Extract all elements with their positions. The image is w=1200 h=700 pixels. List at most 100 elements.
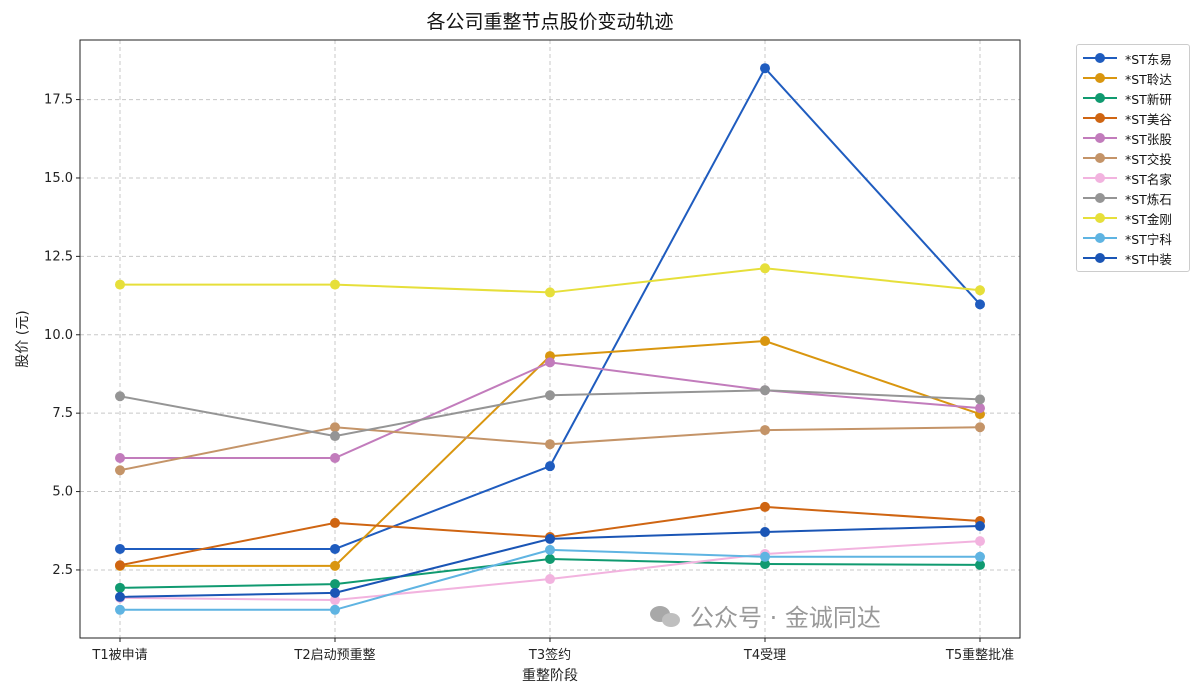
data-point [330,279,340,290]
data-point [115,465,125,476]
series-2 [115,553,985,593]
legend-item: *ST名家 [1077,168,1189,188]
x-tick-label: T5重整批准 [945,647,1014,663]
legend-swatch [1083,192,1117,204]
data-point [330,587,340,598]
legend-item: *ST美谷 [1077,108,1189,128]
data-point [330,517,340,528]
data-point [330,453,340,464]
legend-label: *ST宁科 [1125,231,1172,247]
legend-item: *ST金刚 [1077,208,1189,228]
watermark: 公众号 · 金诚同达 [650,598,881,633]
legend-item: *ST聆达 [1077,68,1189,88]
legend-item: *ST炼石 [1077,188,1189,208]
series-8 [115,263,985,298]
data-point [760,558,770,569]
data-point [545,553,555,564]
data-point [760,336,770,347]
data-point [975,285,985,296]
legend-item: *ST交投 [1077,148,1189,168]
legend-label: *ST美谷 [1125,111,1172,127]
data-point [760,63,770,74]
data-point [760,385,770,396]
legend-swatch [1083,112,1117,124]
data-point [115,543,125,554]
data-point [545,439,555,450]
legend-item: *ST东易 [1077,48,1189,68]
grid [80,40,1020,638]
data-point [545,533,555,544]
legend-label: *ST金刚 [1125,211,1172,227]
legend-swatch [1083,172,1117,184]
x-tick-label: T2启动预重整 [293,647,375,663]
data-point [330,543,340,554]
legend-swatch [1083,212,1117,224]
legend-label: *ST聆达 [1125,71,1172,87]
legend-swatch [1083,52,1117,64]
y-axis-label: 股价 (元) [15,310,31,367]
legend-item: *ST新研 [1077,88,1189,108]
legend-label: *ST新研 [1125,91,1172,107]
data-point [760,501,770,512]
legend: *ST东易 *ST聆达 *ST新研 *ST美谷 *ST张股 *ST交投 *ST名家 *ST炼石… [1076,44,1190,272]
y-tick-label: 10.0 [44,328,73,343]
y-tick-label: 12.5 [44,249,73,264]
legend-label: *ST东易 [1125,51,1172,67]
series-5 [115,422,985,476]
data-point [760,263,770,274]
data-point [330,431,340,442]
series-0 [115,63,985,554]
data-point [115,560,125,571]
y-tick-label: 7.5 [52,406,73,421]
legend-label: *ST中装 [1125,251,1172,267]
data-point [545,574,555,585]
legend-item: *ST张股 [1077,128,1189,148]
data-point [760,551,770,562]
legend-swatch [1083,132,1117,144]
y-tick-label: 15.0 [44,171,73,186]
data-point [330,560,340,571]
data-point [975,299,985,310]
legend-item: *ST中装 [1077,248,1189,268]
legend-swatch [1083,232,1117,244]
data-point [330,422,340,433]
data-point [115,453,125,464]
legend-swatch [1083,92,1117,104]
data-point [975,521,985,532]
y-tick-label: 2.5 [52,563,73,578]
data-point [330,579,340,590]
legend-swatch [1083,72,1117,84]
x-axis-ticks: T1被申请 T2启动预重整 T3签约 T4受理 T5重整批准 [91,638,1014,663]
series-group [115,63,985,615]
data-point [975,403,985,414]
data-point [760,527,770,538]
data-point [975,394,985,405]
wechat-icon [650,604,684,628]
legend-label: *ST张股 [1125,131,1172,147]
x-tick-label: T1被申请 [91,648,147,663]
legend-swatch [1083,252,1117,264]
data-point [545,544,555,555]
x-tick-label: T3签约 [528,647,571,663]
legend-label: *ST名家 [1125,171,1172,187]
data-point [975,422,985,433]
data-point [330,595,340,606]
series-10 [115,521,985,602]
x-axis-label: 重整阶段 [522,668,578,684]
chart-title: 各公司重整节点股价变动轨迹 [426,11,673,33]
data-point [545,357,555,368]
legend-label: *ST炼石 [1125,191,1172,207]
data-point [760,425,770,436]
y-tick-label: 17.5 [44,93,73,108]
data-point [330,604,340,615]
data-point [115,582,125,593]
data-point [115,279,125,290]
series-9 [115,544,985,615]
legend-item: *ST宁科 [1077,228,1189,248]
legend-label: *ST交投 [1125,151,1172,167]
data-point [545,287,555,298]
data-point [545,390,555,401]
data-point [975,536,985,547]
y-axis-ticks: 2.5 5.0 7.5 10.0 12.5 15.0 17.5 [44,93,80,578]
